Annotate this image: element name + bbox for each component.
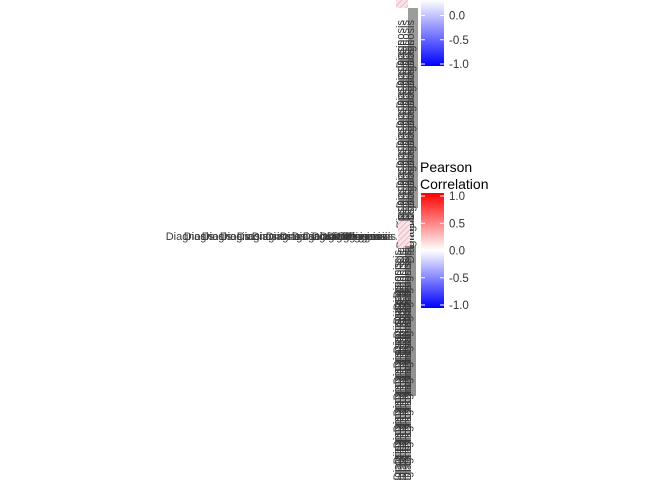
heatmap-1-column-label: Diagnosis [395, 40, 407, 89]
heatmap-1-column-label: Diagnosis [395, 140, 407, 189]
heatmap-2-column-label: Diagnosis [392, 400, 404, 449]
heatmap-2-row-label: Diagnosis [320, 231, 369, 243]
legend-2-tick-label: 1.0 [449, 191, 465, 203]
heatmap-2-column-label: Diagnosis [392, 432, 404, 480]
heatmap-2-column-label: Diagnosis [392, 262, 404, 311]
heatmap-2-row-label: Diagnosis [327, 231, 376, 243]
legend-1-ticks: 0.0 -0.5 -1.0 [421, 11, 469, 71]
heatmap-2-column-label: Diagnosis [392, 352, 404, 401]
heatmap-2-column-label: Diagnosis [397, 432, 409, 480]
heatmap-2-row-label: Diagnosis [184, 231, 233, 243]
legend-2-tick-label: 0.5 [449, 218, 465, 230]
legend-2-title-line-1: Pearson [420, 159, 472, 175]
heatmap-1-column-label: Diagnosis [395, 160, 407, 209]
heatmap-2-row-label: Diagnosis [166, 231, 215, 243]
heatmap-2-row-label: Diagnosis [237, 231, 286, 243]
heatmap-2-row-label: Diagnosis [333, 231, 382, 243]
heatmap-2-cells [398, 221, 410, 248]
legend-2-title-line-2: Correlation [420, 176, 488, 192]
heatmap-2-column-label: Diagnosis [402, 400, 414, 449]
legend-2-colorbar [421, 193, 444, 308]
heatmap-2-column-label: Diagnosis [392, 384, 404, 433]
heatmap-2-column-label: Diagnosis [392, 368, 404, 417]
legend-1: 0.0 -0.5 -1.0 [421, 0, 469, 71]
heatmap-2-column-label: Diagnosis [402, 446, 414, 480]
heatmap-2-row-label: Diagnosis [292, 231, 341, 243]
heatmap-2-column-labels: DiagnosisDiagnosisDiagnosisDiagnosisDiag… [392, 246, 416, 485]
legend-2: Pearson Correlation 1.0 0.5 0.0 -0.5 -1.0 [420, 159, 488, 312]
heatmap-2-row-label: Diagnosis [342, 231, 391, 243]
heatmap-2-row-label: Diagnosis [338, 231, 387, 243]
legend-2-tick-label: -1.0 [449, 300, 469, 312]
heatmap-1-label-smear [408, 8, 418, 208]
legend-1-colorbar [421, 0, 444, 66]
heatmap-1-column-label: Diagnosis [395, 80, 407, 129]
heatmap-2-row-label: Diagnosis [348, 231, 397, 243]
heatmap-1-column-label: Diagnosis [395, 20, 407, 69]
heatmap-1-cells [396, 0, 408, 8]
heatmap-1-column-label: Diagnosis [395, 180, 407, 229]
legend-1-tick-label: 0.0 [449, 11, 465, 23]
heatmap-2-column-label: Diagnosis [392, 320, 404, 369]
heatmap-2-column-label: Diagnosis [392, 416, 404, 465]
legend-2-ticks: 1.0 0.5 0.0 -0.5 -1.0 [421, 191, 469, 312]
heatmap-2-column-label: Diagnosis [392, 305, 404, 354]
heatmap-2-row-label: Diagnosis [280, 231, 329, 243]
heatmap-2-row-labels: DiagnosisDiagnosisDiagnosisDiagnosisDiag… [166, 231, 397, 243]
heatmap-2-row-label: Diagnosis [202, 231, 251, 243]
heatmap-2-column-label: Diagnosis [392, 276, 404, 325]
heatmap-2-column-label: Diagnosis [397, 400, 409, 449]
heatmap-2-label-smear [405, 246, 416, 396]
heatmap-2-row-label: Diagnosis [266, 231, 315, 243]
legend-2-tick-label: -0.5 [449, 273, 469, 285]
heatmap-2-column-label: Diagnosis [402, 432, 414, 480]
legend-1-tick-label: -1.0 [449, 59, 469, 71]
heatmap-2-column-label: Diagnosis [392, 336, 404, 385]
heatmap-2-column-label: Diagnosis [397, 446, 409, 480]
heatmap-2-column-label: Diagnosis [392, 290, 404, 339]
heatmap-1-column-label: Diagnosis [395, 60, 407, 109]
heatmap-2-row-label: Diagnosis [252, 231, 301, 243]
heatmap-2-row-label: Diagnosis [303, 231, 352, 243]
heatmap-2-column-label: Diagnosis [392, 446, 404, 480]
heatmap-2-row-label: Diagnosis [220, 231, 269, 243]
heatmap-2-row-label: Diagnosis [312, 231, 361, 243]
legend-2-tick-label: 0.0 [449, 246, 465, 258]
heatmap-2-row-label: Diagnosis [345, 231, 394, 243]
heatmap-1-column-label: Diagnosis [395, 120, 407, 169]
heatmap-2-column-label: Diagnosis [402, 416, 414, 465]
heatmap-2: DiagnosisDiagnosisDiagnosisDiagnosisDiag… [166, 221, 416, 485]
heatmap-2-column-label: Diagnosis [397, 416, 409, 465]
heatmap-1-column-label: Diagnosis [395, 100, 407, 149]
legend-1-tick-label: -0.5 [449, 35, 469, 47]
heatmap-2-column-label: Diagnosis [392, 250, 404, 299]
